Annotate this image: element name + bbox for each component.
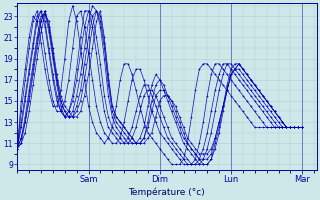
X-axis label: Température (°c): Température (°c): [129, 187, 205, 197]
